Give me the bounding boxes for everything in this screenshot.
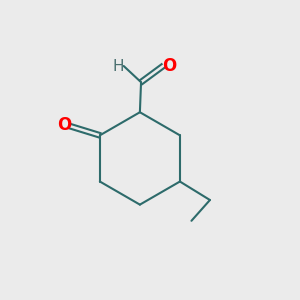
Text: H: H [112, 58, 124, 74]
Text: O: O [57, 116, 71, 134]
Text: O: O [162, 57, 176, 75]
